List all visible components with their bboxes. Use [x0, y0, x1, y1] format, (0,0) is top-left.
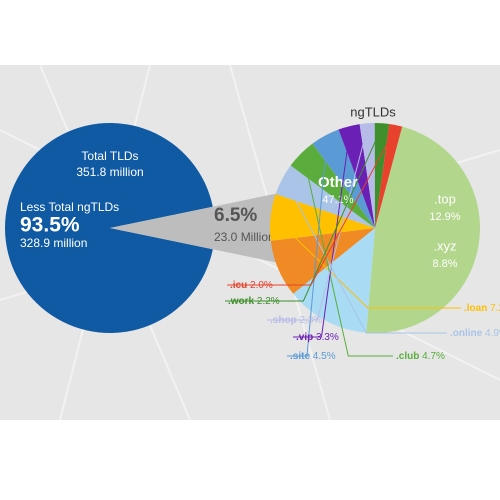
value-label: 8.8% [432, 258, 457, 270]
leader-line [225, 127, 383, 302]
slice-label: .loan 7.2 [464, 303, 500, 314]
slice-label: Other [318, 174, 358, 191]
amount-label: 23.0 Million [214, 230, 275, 244]
leader-line [303, 156, 393, 357]
leader-line [267, 127, 368, 321]
charts: Total TLDs 351.8 million Less Total ngTLDs… [5, 104, 500, 362]
chart-title: Total TLDs [81, 149, 138, 163]
value-label: 12.9% [429, 211, 460, 223]
slice-label: .top [434, 191, 456, 206]
value-label: 4.5% [313, 351, 336, 362]
category-name: .club [396, 351, 419, 362]
pie-slice [270, 228, 375, 294]
leader-line [227, 128, 396, 286]
value-label: 4.7% [422, 351, 445, 362]
slice-label: .online 4.9% [450, 328, 500, 339]
slice-label: Less Total ngTLDs [20, 200, 119, 214]
leader-line [293, 130, 351, 338]
value-label: 47.1% [322, 194, 353, 206]
pie-slice [375, 123, 403, 228]
leader-line [287, 139, 328, 357]
amount-label: 328.9 million [20, 236, 87, 250]
value-label: 93.5% [20, 214, 80, 237]
chart-title: ngTLDs [350, 104, 396, 119]
value-label: 6.5% [214, 205, 257, 226]
pie-slice [359, 123, 375, 228]
leader-line [274, 217, 461, 309]
category-name: .loan [464, 303, 487, 314]
chart-subtitle: 351.8 million [76, 165, 143, 179]
pie-slice [374, 122, 390, 228]
pie-slice [110, 192, 285, 264]
value-label: 4.9% [485, 328, 500, 339]
value-label: 3.3% [316, 332, 339, 343]
value-label: 7.2 [490, 303, 500, 314]
pie-slice [293, 228, 375, 333]
pie-slice [270, 194, 375, 241]
slice-label: .xyz [433, 238, 456, 253]
slice-label: .club 4.7% [396, 351, 445, 362]
leader-line [285, 180, 447, 334]
pie-slice [290, 143, 375, 228]
pie-slice [366, 126, 481, 334]
category-name: .online [450, 328, 483, 339]
pie-slice [5, 122, 213, 333]
